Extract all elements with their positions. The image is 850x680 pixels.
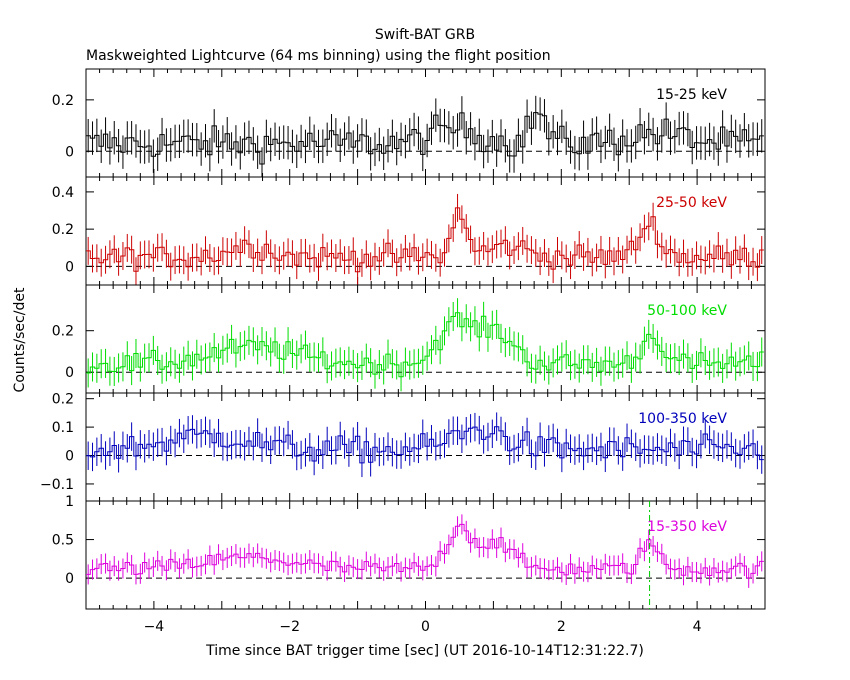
series-label: 50-100 keV <box>647 303 727 319</box>
y-tick-label: 0.1 <box>52 420 74 436</box>
panel-group: 0 0.2 15-25 keV 0 0.2 0.4 25-50 keV 0 0.2 50-100 … <box>40 68 766 635</box>
panel-1: 0 0.2 15-25 keV <box>52 68 766 178</box>
y-tick-label: 0 <box>65 571 74 587</box>
y-tick-label: 0 <box>65 365 74 381</box>
series-label: 25-50 keV <box>656 195 727 211</box>
y-tick-label: 0.4 <box>52 185 74 201</box>
y-tick-label: 0 <box>65 449 74 465</box>
y-tick-label: 0.2 <box>52 392 74 408</box>
series-line <box>86 523 764 579</box>
x-tick-label: 0 <box>421 619 430 635</box>
series-label: 15-350 keV <box>647 519 727 535</box>
chart-subtitle: Maskweighted Lightcurve (64 ms binning) … <box>86 48 551 64</box>
series-label: 15-25 keV <box>656 87 727 103</box>
series-line <box>86 426 764 464</box>
series-line <box>86 207 764 273</box>
x-tick-label: −2 <box>279 619 300 635</box>
y-tick-label: 0.5 <box>52 533 74 549</box>
panel-4: −0.1 0 0.1 0.2 100-350 keV <box>40 392 766 502</box>
chart-title: Swift-BAT GRB <box>375 27 475 43</box>
y-axis-label: Counts/sec/det <box>12 287 28 392</box>
panel-3: 0 0.2 50-100 keV <box>52 284 766 394</box>
y-tick-label: 0.2 <box>52 324 74 340</box>
series-line <box>86 112 764 165</box>
y-tick-label: 0.2 <box>52 222 74 238</box>
panel-5: 0 0.5 1 15-350 keV <box>52 494 766 610</box>
panel-frame <box>85 284 766 394</box>
y-tick-label: 1 <box>65 494 74 510</box>
x-axis-label: Time since BAT trigger time [sec] (UT 20… <box>205 643 644 659</box>
y-tick-label: 0 <box>65 259 74 275</box>
panel-frame <box>85 392 766 502</box>
series-line <box>86 312 764 378</box>
y-tick-label: 0 <box>65 144 74 160</box>
panel-2: 0 0.2 0.4 25-50 keV <box>52 176 766 286</box>
y-tick-label: −0.1 <box>40 477 74 493</box>
x-tick-label: 2 <box>557 619 566 635</box>
y-tick-label: 0.2 <box>52 93 74 109</box>
x-tick-label: 4 <box>693 619 702 635</box>
x-tick-label: −4 <box>144 619 165 635</box>
series-label: 100-350 keV <box>638 411 727 427</box>
